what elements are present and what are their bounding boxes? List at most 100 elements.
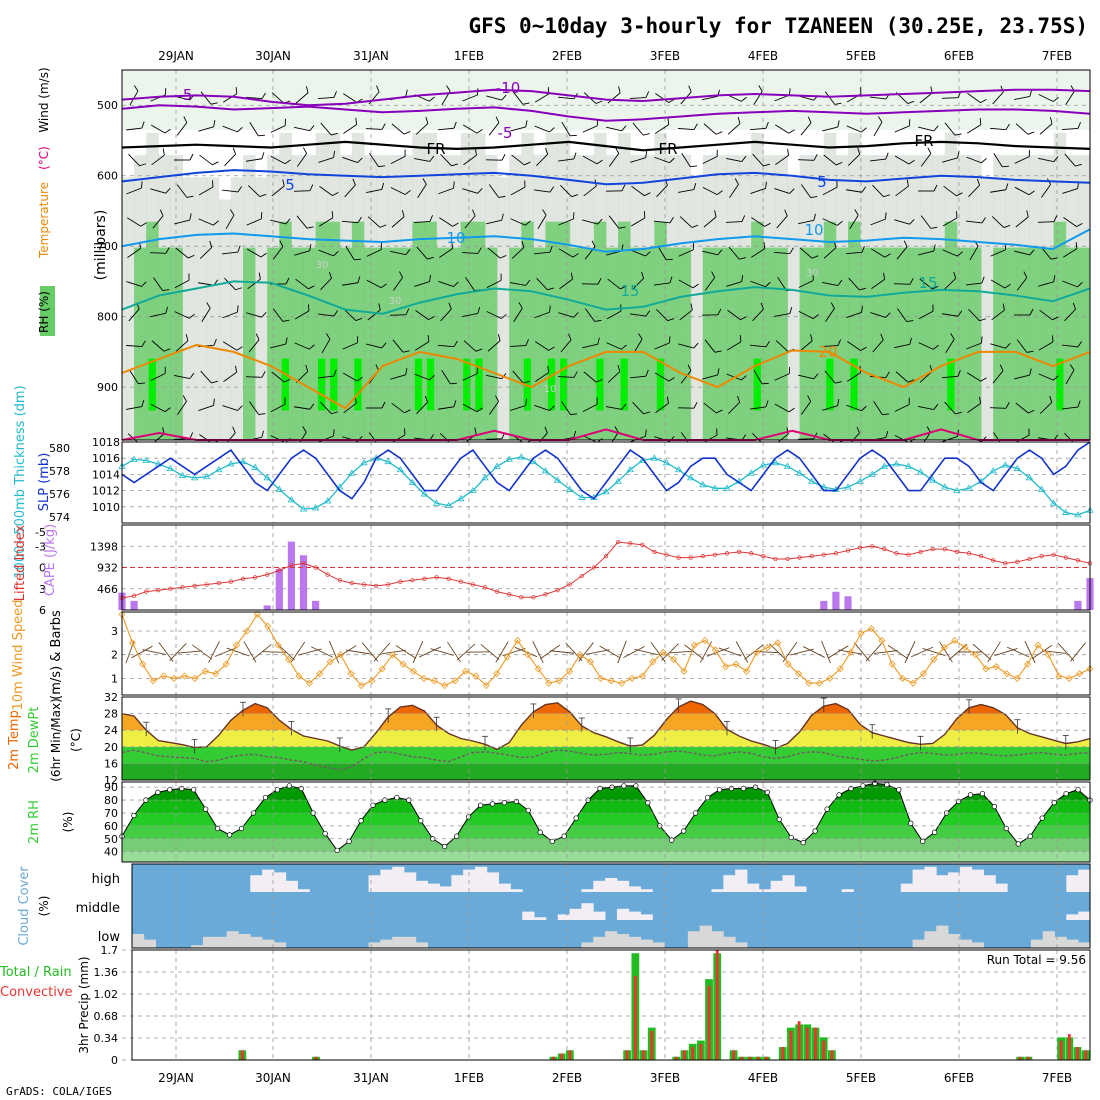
wind-barb bbox=[941, 369, 961, 379]
wind-barb-shaft bbox=[824, 91, 836, 105]
wind-barb-shaft bbox=[632, 122, 644, 136]
wind-barb-flag bbox=[141, 281, 147, 287]
wind-barb bbox=[272, 240, 284, 260]
wind-barb-shaft bbox=[222, 125, 238, 133]
wind-speed-point bbox=[337, 651, 345, 659]
wind-barb-shaft bbox=[894, 155, 910, 165]
thickness-point bbox=[711, 484, 719, 491]
y-tick-label: 16 bbox=[104, 757, 118, 770]
wind-barb bbox=[798, 310, 819, 320]
wind-barb-flag bbox=[404, 190, 411, 195]
thickness-point bbox=[1013, 464, 1022, 472]
rh-shade bbox=[170, 247, 183, 440]
wind-barb-shaft bbox=[560, 185, 572, 197]
wind10m-barb bbox=[382, 649, 406, 655]
wind-barb-flag bbox=[621, 403, 627, 410]
wind-barb-shaft bbox=[486, 95, 502, 101]
wind-barb-flag bbox=[1005, 183, 1009, 190]
rh-shade bbox=[1065, 247, 1079, 440]
wind-barb-shaft bbox=[294, 342, 310, 350]
wind-barb bbox=[1062, 280, 1083, 288]
wind-barb bbox=[823, 154, 843, 166]
wind10m-barb bbox=[131, 645, 153, 659]
wind-barb-flag bbox=[1049, 395, 1053, 403]
cloud-cell bbox=[616, 934, 630, 948]
wind-barb bbox=[366, 342, 387, 349]
wind-barb bbox=[440, 153, 459, 167]
rh-point bbox=[800, 839, 806, 846]
wind-barb bbox=[393, 271, 403, 291]
li-point bbox=[785, 556, 790, 562]
wind-barb-shaft bbox=[749, 344, 767, 348]
wind10m-barb-shaft bbox=[586, 649, 610, 655]
wind-speed-point bbox=[264, 622, 272, 630]
wind-barb bbox=[462, 124, 483, 134]
wind-speed-point bbox=[961, 644, 969, 652]
rh-point bbox=[322, 830, 328, 837]
thickness-point bbox=[263, 474, 271, 481]
wind-speed-point bbox=[347, 670, 355, 678]
wind-barb-shaft bbox=[894, 125, 910, 133]
wind-barb-shaft bbox=[366, 279, 382, 289]
rh-point bbox=[358, 818, 364, 824]
rh-point bbox=[394, 794, 400, 801]
wind-barb-shaft bbox=[390, 250, 406, 256]
precip-conv-bar bbox=[691, 1047, 695, 1060]
wind-barb-shaft bbox=[774, 373, 790, 381]
cloud-cell bbox=[534, 917, 547, 920]
wind-barb-shaft bbox=[822, 282, 838, 286]
wind-barb-flag bbox=[1005, 342, 1011, 349]
wind-barb bbox=[775, 148, 789, 165]
wind-barb-flag bbox=[717, 308, 722, 316]
temp-legend-label: Temperature bbox=[37, 182, 51, 259]
wind-barb-shaft bbox=[582, 343, 598, 349]
contour-label: 30 bbox=[316, 260, 329, 271]
wind-barb-shaft bbox=[272, 308, 284, 322]
wind-barb bbox=[630, 310, 651, 317]
wind-barb bbox=[126, 121, 145, 131]
temp-frame bbox=[121, 696, 1091, 781]
cloud-cell bbox=[936, 925, 949, 948]
li-point bbox=[386, 582, 391, 587]
wind-barb-shaft bbox=[343, 124, 357, 134]
wind-barb-flag bbox=[164, 88, 167, 95]
wind-barb-shaft bbox=[655, 402, 669, 414]
wind-speed-point bbox=[1023, 660, 1032, 668]
wind-barb bbox=[1014, 368, 1032, 380]
wind-barb-flag bbox=[165, 247, 170, 254]
wind-barb bbox=[1015, 210, 1029, 228]
wind-barb bbox=[533, 245, 553, 255]
wind-barb bbox=[558, 248, 579, 258]
thickness-point bbox=[541, 467, 550, 474]
wind10m-barb-shaft bbox=[142, 649, 166, 655]
wind-barb-flag bbox=[285, 337, 288, 345]
wind10m-unit-label: (m/s) & Barbs bbox=[49, 610, 64, 700]
cloud-cell bbox=[557, 914, 571, 920]
wind-barb-flag bbox=[405, 249, 411, 255]
wind-barb-flag bbox=[354, 258, 361, 261]
wind-barb bbox=[150, 187, 171, 194]
wind10m-barb-shaft bbox=[661, 643, 679, 661]
wind-barb bbox=[294, 304, 310, 320]
wind-barb-flag bbox=[140, 222, 147, 227]
wind-barb-flag bbox=[909, 218, 915, 225]
wind-barb bbox=[1038, 156, 1059, 163]
wind-barb-shaft bbox=[991, 309, 1005, 321]
wind-barb bbox=[558, 152, 577, 162]
wind-barb-shaft bbox=[702, 374, 718, 380]
y-tick-label: 0.34 bbox=[94, 1032, 119, 1045]
rh-band bbox=[122, 825, 1090, 839]
y-tick-label: 32 bbox=[104, 691, 118, 704]
wind-barb bbox=[1062, 400, 1081, 410]
wind-barb-shaft bbox=[369, 153, 379, 167]
wind-barb-flag bbox=[621, 184, 626, 192]
wind-barb bbox=[704, 271, 716, 291]
rh-shade bbox=[850, 358, 858, 411]
rh-point bbox=[896, 787, 902, 793]
rh-legend-swatch bbox=[40, 286, 55, 336]
wind-barb bbox=[990, 183, 1009, 193]
wind-barb-flag bbox=[981, 158, 987, 164]
wind-barb-shaft bbox=[848, 277, 860, 291]
wind-barb-shaft bbox=[968, 184, 980, 198]
wind-barb-shaft bbox=[462, 188, 478, 194]
